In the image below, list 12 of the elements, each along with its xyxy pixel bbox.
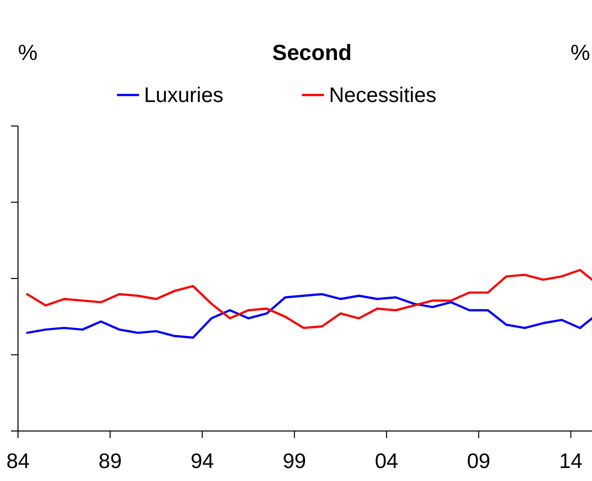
x-tick-label: 84	[6, 450, 30, 473]
text: %	[570, 40, 590, 65]
x-tick-label: 89	[98, 450, 122, 473]
text: %	[18, 40, 38, 65]
legend-label: Necessities	[329, 84, 436, 107]
legend-label: Luxuries	[144, 84, 224, 107]
x-tick-label: 14	[559, 450, 583, 473]
x-tick-label: 94	[190, 450, 214, 473]
x-tick-label: 04	[374, 450, 399, 473]
chart-title: Second	[272, 40, 352, 65]
x-tick-label: 99	[282, 450, 306, 473]
x-tick-label: 09	[466, 450, 490, 473]
